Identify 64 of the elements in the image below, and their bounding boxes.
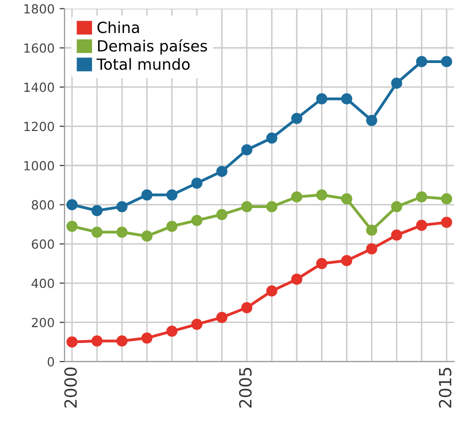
y-tick-label: 600 [32,239,54,249]
y-tick-label: 0 [48,357,54,366]
x-tick-label: 2015 [438,368,452,408]
point [441,56,452,68]
point [341,93,352,104]
y-tick-label: 1000 [24,160,54,170]
x-tick-label: 2005 [239,368,252,408]
point [91,335,103,347]
point [291,274,302,285]
y-tick-label: 1400 [24,82,54,92]
point [66,220,78,232]
point [141,189,152,200]
point [141,230,152,242]
point [291,191,302,202]
y-tick-label: 400 [32,278,54,288]
point [166,189,178,200]
point [316,258,328,270]
point [166,326,178,337]
point [441,216,452,228]
point [191,318,202,330]
point [391,78,402,89]
point [266,201,278,212]
point [416,191,428,202]
point [241,302,252,314]
point [366,224,378,236]
point [66,199,78,210]
point [291,112,302,124]
y-tick-label: 1800 [24,4,54,14]
point [91,205,103,216]
point [391,230,402,241]
legend-label: Total mundo [96,58,190,70]
point [241,201,252,212]
point [316,189,328,200]
y-tick-label: 1200 [24,122,54,132]
point [366,114,378,126]
point [91,226,103,238]
point [391,201,402,212]
y-tick-label: 800 [32,200,54,210]
legend-label: Demais países [98,39,207,55]
point [341,255,352,266]
legend-label: China [97,21,139,34]
point [441,193,452,204]
point [141,332,152,344]
point [416,56,428,68]
point [116,335,128,347]
point [166,220,178,232]
point [191,214,202,226]
point [116,201,128,212]
point [216,208,228,220]
point [241,144,252,156]
y-tick-label: 1600 [24,43,54,53]
point [191,178,202,189]
point [366,243,378,254]
point [416,220,428,231]
point [216,166,228,177]
point [216,312,228,323]
point [316,93,328,104]
point [341,193,352,204]
x-tick-label: 2000 [64,368,77,408]
y-tick-label: 200 [32,318,54,328]
point [266,132,278,144]
point [66,336,78,348]
point [116,226,128,238]
point [266,285,278,297]
